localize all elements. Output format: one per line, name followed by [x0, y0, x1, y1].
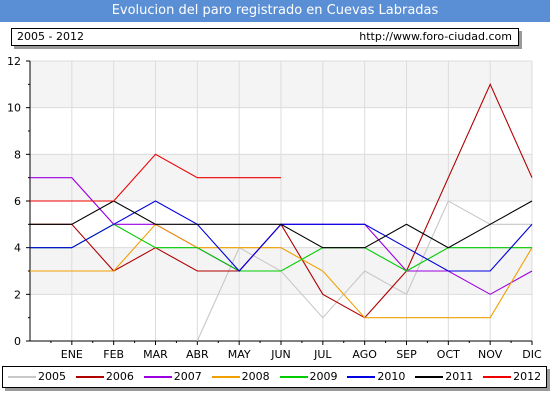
- source-url: http://www.foro-ciudad.com: [359, 30, 512, 43]
- y-tick-label: 12: [7, 55, 21, 68]
- legend-swatch: [415, 376, 444, 378]
- x-tick-label: FEB: [103, 348, 124, 361]
- y-tick-label: 0: [14, 335, 21, 348]
- series-line-2008: [30, 223, 533, 319]
- legend-label: 2009: [309, 370, 338, 383]
- legend-label: 2005: [38, 370, 66, 383]
- legend-swatch: [279, 376, 308, 378]
- info-box: 2005 - 2012 http://www.foro-ciudad.com: [11, 28, 519, 46]
- line-chart: 0 2 4 6 8 10 12 ENE FEB MAR ABR MAY JUN JUL AGO SEP OCT N…: [7, 55, 542, 361]
- x-tick-label: ABR: [186, 348, 209, 361]
- legend-label: 2012: [513, 370, 542, 383]
- x-tick-label: JUN: [270, 348, 291, 361]
- period-label: 2005 - 2012: [17, 30, 84, 43]
- legend-label: 2010: [377, 370, 406, 383]
- legend-swatch: [347, 376, 376, 378]
- series-line-2012: [30, 153, 281, 202]
- x-tick-label: OCT: [437, 348, 460, 361]
- y-tick-label: 10: [7, 102, 21, 115]
- legend-swatch: [143, 376, 172, 378]
- y-tick-label: 6: [14, 195, 21, 208]
- x-tick-label: MAR: [143, 348, 168, 361]
- x-tick-label: JUL: [313, 348, 332, 361]
- x-tick-label: NOV: [478, 348, 503, 361]
- x-tick-label: AGO: [352, 348, 377, 361]
- legend-swatch: [211, 376, 240, 378]
- y-tick-label: 2: [14, 288, 21, 301]
- legend-label: 2011: [445, 370, 474, 383]
- legend-swatch: [483, 376, 512, 378]
- x-tick-label: MAY: [228, 348, 251, 361]
- y-tick-label: 4: [14, 242, 21, 255]
- legend: 2005 2006 2007 2008 2009 2010 2011 2012: [2, 366, 547, 388]
- legend-swatch: [8, 376, 36, 378]
- chart-title: Evolucion del paro registrado en Cuevas …: [0, 0, 550, 22]
- y-tick-label: 8: [14, 148, 21, 161]
- legend-label: 2006: [105, 370, 134, 383]
- x-tick-label: SEP: [396, 348, 417, 361]
- legend-swatch: [75, 376, 104, 378]
- x-tick-label: ENE: [61, 348, 83, 361]
- legend-label: 2008: [241, 370, 270, 383]
- x-tick-label: DIC: [522, 348, 542, 361]
- legend-label: 2007: [173, 370, 202, 383]
